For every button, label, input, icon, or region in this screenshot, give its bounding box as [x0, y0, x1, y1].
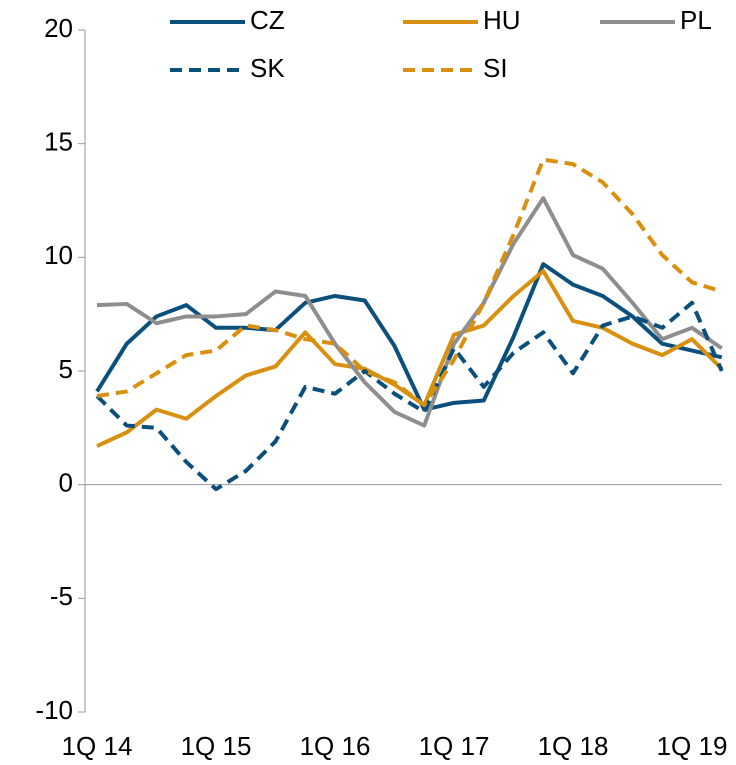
x-tick-label: 1Q 17: [419, 731, 490, 761]
legend-label: PL: [680, 5, 712, 35]
x-tick-label: 1Q 15: [181, 731, 252, 761]
x-tick-label: 1Q 16: [300, 731, 371, 761]
legend-label: SI: [483, 53, 508, 83]
legend-label: HU: [483, 5, 521, 35]
legend-label: SK: [250, 53, 285, 83]
series-line: [95, 262, 723, 412]
y-tick-label: 15: [44, 127, 73, 157]
y-tick-label: 0: [59, 468, 73, 498]
legend-label: CZ: [250, 5, 285, 35]
series-line: [96, 157, 723, 408]
series-line: [96, 196, 723, 428]
x-tick-label: 1Q 19: [657, 731, 728, 761]
y-tick-label: 20: [44, 13, 73, 43]
y-tick-label: -10: [35, 695, 73, 725]
x-tick-label: 1Q 18: [538, 731, 609, 761]
y-tick-label: -5: [50, 581, 73, 611]
x-tick-label: 1Q 14: [62, 731, 133, 761]
y-tick-label: 5: [59, 354, 73, 384]
y-tick-label: 10: [44, 240, 73, 270]
series-line: [95, 300, 724, 492]
